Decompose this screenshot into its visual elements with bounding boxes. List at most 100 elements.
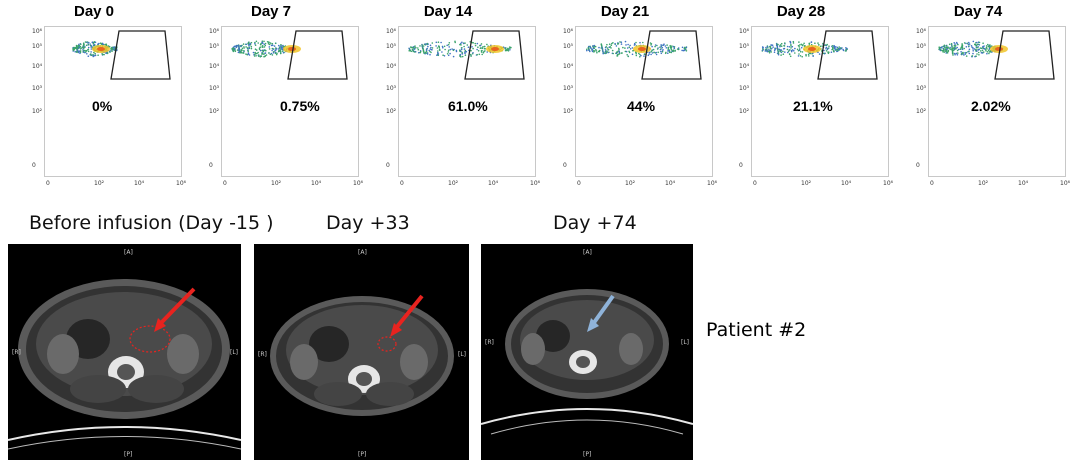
ct-scan-before: [A] [P] [R] [L] xyxy=(8,244,241,460)
svg-text:[R]: [R] xyxy=(485,339,494,346)
flow-panel: Day 0 10⁶ 10⁵ 10⁴ 10³ 10² 0 0 10² 10⁴ 10⁶ 0% xyxy=(6,0,186,200)
flow-panel: Day 28 10⁶ 10⁵ 10⁴ 10³ 10² 0 0 10² 10⁴ 10⁶ 21.1% xyxy=(713,0,893,200)
panel-title: Day 21 xyxy=(600,3,650,20)
scatter-plot xyxy=(928,26,1066,177)
y-tick-label: 0 xyxy=(386,162,390,169)
scatter-density xyxy=(408,30,525,80)
ct-scan-day33: [A] [P] [R] [L] xyxy=(254,244,469,460)
x-tick-label: 10⁶ xyxy=(176,180,187,187)
y-tick-label: 10⁴ xyxy=(739,63,750,70)
y-tick-label: 10³ xyxy=(916,85,927,92)
y-tick-label: 10³ xyxy=(32,85,43,92)
y-tick-label: 10² xyxy=(916,108,927,115)
red-arrow-icon xyxy=(394,294,424,330)
gate-polygon xyxy=(287,30,348,80)
x-tick-label: 10⁴ xyxy=(311,180,322,187)
lesion-outline xyxy=(377,336,397,352)
y-tick-label: 0 xyxy=(32,162,36,169)
gate-percentage: 61.0% xyxy=(448,98,488,114)
x-tick-label: 10⁶ xyxy=(353,180,364,187)
svg-text:[A]: [A] xyxy=(124,249,133,256)
patient-label: Patient #2 xyxy=(706,319,807,341)
svg-text:[L]: [L] xyxy=(230,349,238,356)
ct-scan-day74: [A] [P] [R] [L] xyxy=(481,244,693,460)
panel-title: Day 28 xyxy=(776,3,826,20)
gate-polygon xyxy=(994,30,1055,80)
x-tick-label: 10⁶ xyxy=(883,180,894,187)
y-tick-label: 10⁵ xyxy=(916,43,927,50)
y-tick-label: 10⁶ xyxy=(916,28,927,35)
y-tick-label: 10⁵ xyxy=(209,43,220,50)
x-tick-label: 10⁶ xyxy=(530,180,541,187)
panel-title: Day 0 xyxy=(73,3,115,20)
svg-text:[P]: [P] xyxy=(124,451,132,458)
y-tick-label: 10⁴ xyxy=(32,63,43,70)
y-tick-label: 10⁵ xyxy=(563,43,574,50)
y-tick-label: 10⁴ xyxy=(209,63,220,70)
y-tick-label: 10² xyxy=(209,108,220,115)
y-tick-label: 10⁶ xyxy=(386,28,397,35)
svg-text:[P]: [P] xyxy=(358,451,366,458)
panel-title: Day 7 xyxy=(250,3,292,20)
y-tick-label: 10⁵ xyxy=(386,43,397,50)
gate-percentage: 44% xyxy=(627,98,656,114)
x-tick-label: 0 xyxy=(753,180,757,187)
y-tick-label: 10⁶ xyxy=(563,28,574,35)
x-tick-label: 0 xyxy=(577,180,581,187)
x-tick-label: 10² xyxy=(978,180,989,187)
ct-label-day33: Day +33 xyxy=(326,212,410,234)
svg-text:[L]: [L] xyxy=(458,351,466,358)
gate-polygon xyxy=(817,30,878,80)
panel-title: Day 74 xyxy=(953,3,1003,20)
x-tick-label: 10⁴ xyxy=(665,180,676,187)
gate-polygon xyxy=(110,30,171,80)
scatter-plot xyxy=(575,26,713,177)
y-tick-label: 10³ xyxy=(739,85,750,92)
svg-text:[R]: [R] xyxy=(258,351,267,358)
panel-title: Day 14 xyxy=(423,3,473,20)
scatter-plot xyxy=(398,26,536,177)
gate-percentage: 21.1% xyxy=(793,98,833,114)
svg-text:[P]: [P] xyxy=(583,451,591,458)
ct-image-day33: [A] [P] [R] [L] xyxy=(254,244,469,460)
scatter-plot xyxy=(221,26,359,177)
x-tick-label: 0 xyxy=(223,180,227,187)
blue-arrow-icon xyxy=(591,294,615,326)
x-tick-label: 10⁴ xyxy=(841,180,852,187)
y-tick-label: 10³ xyxy=(209,85,220,92)
y-tick-label: 10² xyxy=(563,108,574,115)
x-tick-label: 10⁶ xyxy=(707,180,718,187)
y-tick-label: 10⁵ xyxy=(32,43,43,50)
y-tick-label: 10⁴ xyxy=(563,63,574,70)
x-tick-label: 0 xyxy=(400,180,404,187)
ct-label-day74: Day +74 xyxy=(553,212,637,234)
y-tick-label: 0 xyxy=(209,162,213,169)
y-tick-label: 0 xyxy=(739,162,743,169)
scatter-density xyxy=(72,30,171,80)
scatter-density xyxy=(231,30,348,80)
x-tick-label: 10⁶ xyxy=(1060,180,1071,187)
x-tick-label: 10² xyxy=(271,180,282,187)
x-tick-label: 10² xyxy=(801,180,812,187)
y-tick-label: 10² xyxy=(32,108,43,115)
scatter-plot xyxy=(751,26,889,177)
svg-text:[A]: [A] xyxy=(358,249,367,256)
x-tick-label: 10⁴ xyxy=(1018,180,1029,187)
svg-text:[A]: [A] xyxy=(583,249,592,256)
svg-text:[L]: [L] xyxy=(681,339,689,346)
ct-image-before: [A] [P] [R] [L] xyxy=(8,244,241,460)
y-tick-label: 10⁵ xyxy=(739,43,750,50)
y-tick-label: 10³ xyxy=(563,85,574,92)
y-tick-label: 0 xyxy=(916,162,920,169)
gate-polygon xyxy=(641,30,702,80)
y-tick-label: 10⁴ xyxy=(916,63,927,70)
svg-text:[R]: [R] xyxy=(12,349,21,356)
y-tick-label: 10⁴ xyxy=(386,63,397,70)
gate-percentage: 2.02% xyxy=(971,98,1011,114)
x-tick-label: 0 xyxy=(46,180,50,187)
x-tick-label: 10² xyxy=(448,180,459,187)
y-tick-label: 10³ xyxy=(386,85,397,92)
x-tick-label: 10² xyxy=(625,180,636,187)
y-tick-label: 10² xyxy=(739,108,750,115)
scatter-density xyxy=(586,30,702,80)
